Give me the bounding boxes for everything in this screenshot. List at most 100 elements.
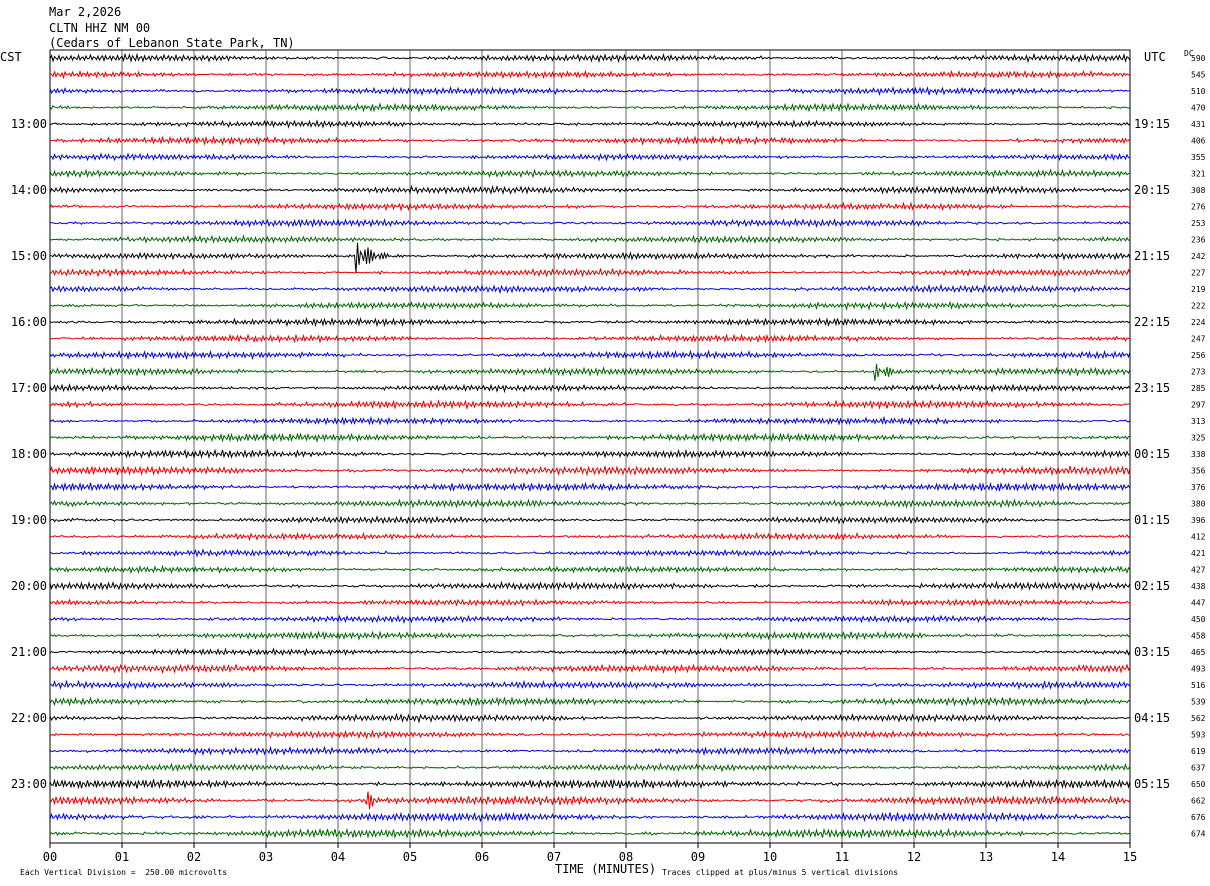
dc-offset-label: 242: [1191, 252, 1206, 261]
dc-offset-label: 285: [1191, 384, 1206, 393]
seismic-trace: [49, 791, 1131, 810]
utc-hour-label: 05:15: [1134, 777, 1170, 791]
dc-offset-label: 236: [1191, 236, 1206, 245]
seismic-trace: [49, 242, 1131, 273]
x-tick-label: 13: [979, 850, 993, 864]
seismic-trace: [49, 363, 1131, 381]
x-tick-label: 02: [187, 850, 201, 864]
seismic-trace: [49, 135, 1131, 146]
seismic-trace: [49, 152, 1131, 162]
scale-note: Each Vertical Division = 250.00 microvol…: [20, 868, 228, 877]
dc-offset-label: 431: [1191, 120, 1206, 129]
x-tick-label: 03: [259, 850, 273, 864]
cst-hour-label: 13:00: [11, 117, 47, 131]
seismic-trace: [49, 481, 1131, 493]
trace-group: [49, 52, 1131, 839]
seismic-trace: [49, 762, 1131, 773]
cst-hour-label: 21:00: [11, 645, 47, 659]
seismic-trace: [49, 168, 1131, 179]
seismic-trace: [49, 448, 1131, 460]
seismic-trace: [50, 399, 1131, 411]
utc-hour-label: 04:15: [1134, 711, 1170, 725]
utc-zone-label: UTC: [1144, 50, 1166, 64]
utc-hour-label: 03:15: [1134, 645, 1170, 659]
dc-offset-label: 674: [1191, 830, 1206, 839]
x-tick-label: 05: [403, 850, 417, 864]
dc-offset-label: 539: [1191, 698, 1206, 707]
dc-offset-label: 516: [1191, 681, 1206, 690]
dc-offset-label: 227: [1191, 269, 1206, 278]
x-tick-label: 12: [907, 850, 921, 864]
dc-offset-label: 308: [1191, 186, 1206, 195]
seismic-trace: [49, 598, 1131, 607]
x-tick-label: 11: [835, 850, 849, 864]
x-tick-label: 14: [1051, 850, 1065, 864]
seismic-trace: [49, 729, 1131, 740]
dc-offset-label: 450: [1191, 615, 1206, 624]
seismic-trace: [49, 52, 1131, 64]
dc-offset-label: 458: [1191, 632, 1206, 641]
seismic-trace: [49, 283, 1131, 295]
seismic-trace: [49, 515, 1131, 525]
seismic-trace: [49, 267, 1131, 278]
cst-zone-label: CST: [0, 50, 22, 64]
utc-hour-label: 20:15: [1134, 183, 1170, 197]
dc-offset-label: 313: [1191, 417, 1206, 426]
utc-hour-label: 23:15: [1134, 381, 1170, 395]
x-tick-label: 09: [691, 850, 705, 864]
dc-offset-label: 297: [1191, 401, 1206, 410]
dc-label: DC: [1184, 49, 1194, 58]
dc-offset-label: 650: [1191, 780, 1206, 789]
seismic-trace: [49, 647, 1131, 657]
seismic-trace: [49, 300, 1131, 311]
x-tick-label: 04: [331, 850, 345, 864]
dc-offset-label: 273: [1191, 368, 1206, 377]
seismic-trace: [49, 696, 1131, 707]
cst-hour-label: 15:00: [11, 249, 47, 263]
utc-hour-label: 21:15: [1134, 249, 1170, 263]
x-axis-label: TIME (MINUTES): [555, 862, 657, 876]
dc-offset-label: 276: [1191, 203, 1206, 212]
dc-offset-label: 447: [1191, 599, 1206, 608]
x-tick-label: 10: [763, 850, 777, 864]
seismic-trace: [49, 778, 1131, 790]
seismic-trace: [49, 464, 1131, 477]
seismic-trace: [49, 663, 1131, 675]
dc-offset-label: 619: [1191, 747, 1206, 756]
dc-offset-label: 396: [1191, 516, 1206, 525]
dc-offset-label: 412: [1191, 533, 1206, 542]
dc-offset-label: 662: [1191, 797, 1206, 806]
dc-offset-label: 224: [1191, 318, 1206, 327]
seismic-trace: [49, 679, 1131, 690]
seismic-trace: [49, 564, 1131, 575]
dc-offset-label: 376: [1191, 483, 1206, 492]
utc-hour-label: 19:15: [1134, 117, 1170, 131]
seismic-trace: [49, 745, 1130, 757]
dc-offset-label: 222: [1191, 302, 1206, 311]
dc-offset-label: 545: [1191, 71, 1206, 80]
dc-offset-label: 470: [1191, 104, 1206, 113]
dc-offset-label: 438: [1191, 582, 1206, 591]
seismic-trace: [49, 316, 1131, 328]
seismic-trace: [49, 827, 1131, 839]
seismic-trace: [49, 548, 1131, 558]
seismic-trace: [49, 119, 1131, 129]
date-label: Mar 2,2026: [49, 5, 122, 19]
seismic-trace: [49, 498, 1131, 509]
plot-frame: [49, 49, 1131, 844]
seismic-trace: [49, 382, 1131, 394]
clip-note: Traces clipped at plus/minus 5 vertical …: [662, 868, 899, 877]
seismic-trace: [49, 531, 1131, 542]
seismic-trace: [49, 201, 1130, 212]
utc-hour-label: 22:15: [1134, 315, 1170, 329]
dc-offset-label: 338: [1191, 450, 1206, 459]
cst-hour-label: 23:00: [11, 777, 47, 791]
dc-offset-label: 321: [1191, 170, 1206, 179]
seismic-trace: [49, 811, 1131, 823]
dc-offset-label: 562: [1191, 714, 1206, 723]
station-label: CLTN HHZ NM 00: [49, 21, 151, 35]
seismic-trace: [49, 580, 1131, 592]
cst-hour-label: 16:00: [11, 315, 47, 329]
seismic-trace: [49, 432, 1131, 444]
